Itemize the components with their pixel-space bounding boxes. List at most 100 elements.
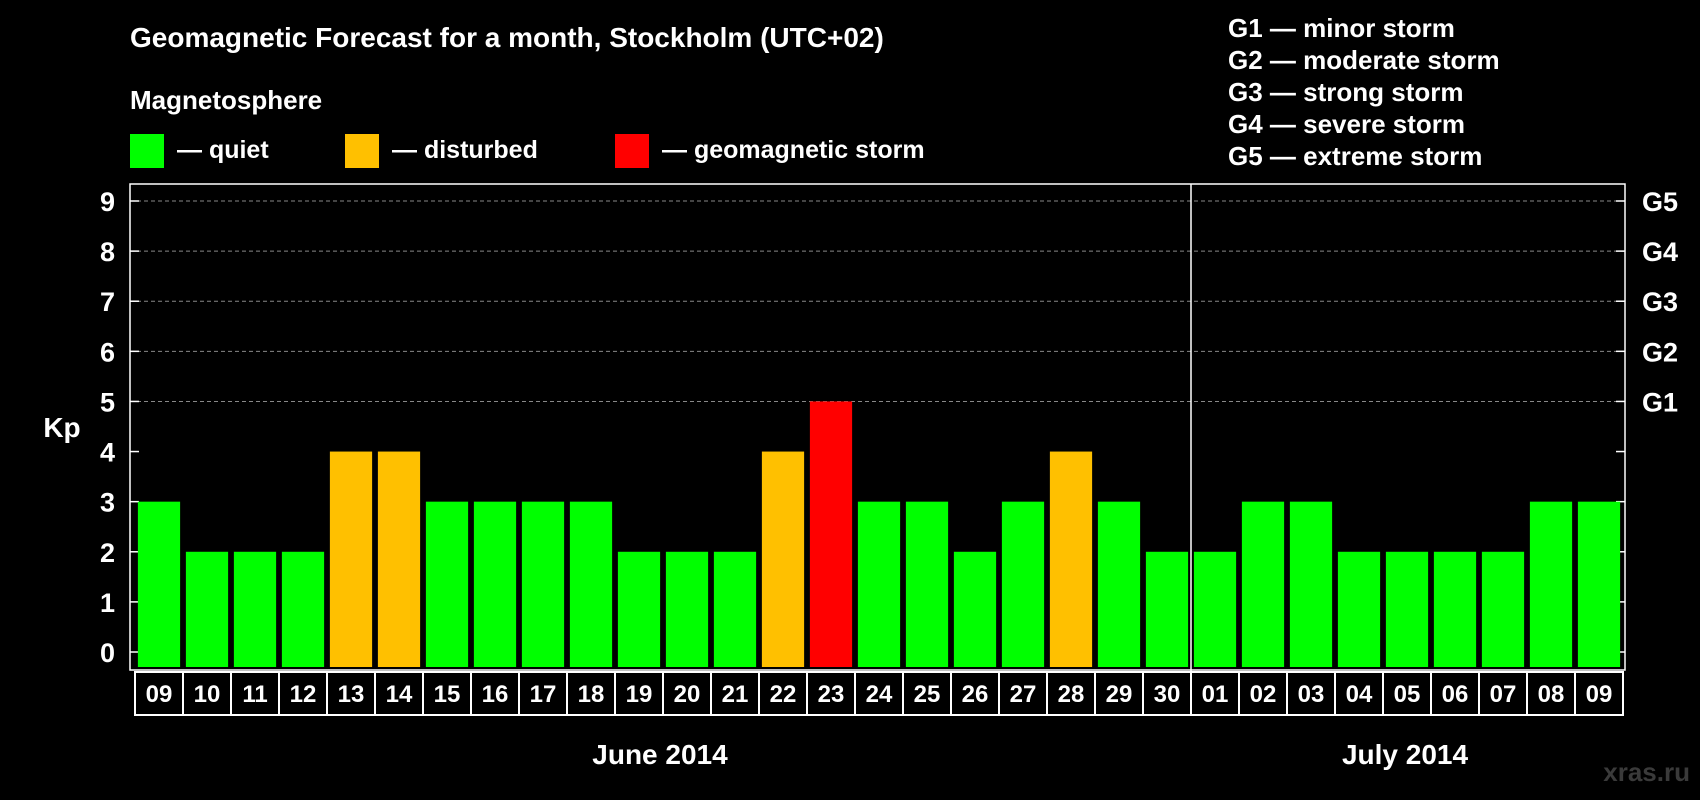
g-level-label-G2: G2 <box>1642 337 1678 367</box>
bar-28 <box>1481 551 1525 667</box>
bar-27 <box>1433 551 1477 667</box>
y-tick-label-0: 0 <box>100 638 115 668</box>
date-label-1: 10 <box>194 681 221 708</box>
bar-29 <box>1529 501 1573 667</box>
date-label-12: 21 <box>722 681 749 708</box>
bar-10 <box>617 551 661 667</box>
date-label-16: 25 <box>914 681 941 708</box>
date-label-27: 06 <box>1442 681 1469 708</box>
bar-20 <box>1097 501 1141 667</box>
g-level-label-G5: G5 <box>1642 187 1678 217</box>
y-tick-label-9: 9 <box>100 187 115 217</box>
date-label-8: 17 <box>530 681 557 708</box>
date-label-25: 04 <box>1346 681 1373 708</box>
date-label-11: 20 <box>674 681 701 708</box>
month-label-0: June 2014 <box>592 739 728 770</box>
plot-frame <box>129 183 1626 671</box>
date-box-30 <box>1574 671 1624 716</box>
date-label-7: 16 <box>482 681 509 708</box>
bar-17 <box>953 551 997 667</box>
y-tick-label-2: 2 <box>100 538 115 568</box>
chart-title: Geomagnetic Forecast for a month, Stockh… <box>130 22 884 53</box>
date-label-2: 11 <box>242 681 267 708</box>
date-label-21: 30 <box>1154 681 1181 708</box>
bar-14 <box>809 401 853 667</box>
y-axis-label: Kp <box>43 412 80 443</box>
storm-legend-item-4: G5 — extreme storm <box>1228 141 1482 171</box>
bar-9 <box>569 501 613 667</box>
bar-16 <box>905 501 949 667</box>
y-tick-label-7: 7 <box>100 287 115 317</box>
bar-3 <box>281 551 325 667</box>
bar-25 <box>1337 551 1381 667</box>
bar-6 <box>425 501 469 667</box>
date-label-5: 14 <box>386 681 413 708</box>
y-tick-label-6: 6 <box>100 337 115 367</box>
bar-18 <box>1001 501 1045 667</box>
bar-19 <box>1049 451 1093 667</box>
date-label-24: 03 <box>1298 681 1325 708</box>
y-tick-label-1: 1 <box>100 588 115 618</box>
bar-21 <box>1145 551 1189 667</box>
g-level-label-G1: G1 <box>1642 387 1678 417</box>
date-label-28: 07 <box>1490 681 1517 708</box>
month-label-1: July 2014 <box>1342 739 1469 770</box>
date-label-3: 12 <box>290 681 317 708</box>
legend-label-0: — quiet <box>177 136 269 164</box>
date-label-20: 29 <box>1106 681 1133 708</box>
bar-0 <box>137 501 181 667</box>
date-label-22: 01 <box>1202 681 1229 708</box>
bar-8 <box>521 501 565 667</box>
bar-26 <box>1385 551 1429 667</box>
bar-1 <box>185 551 229 667</box>
bar-23 <box>1241 501 1285 667</box>
date-label-6: 15 <box>434 681 461 708</box>
date-label-18: 27 <box>1010 681 1037 708</box>
bar-11 <box>665 551 709 667</box>
storm-legend-item-3: G4 — severe storm <box>1228 109 1465 139</box>
storm-legend-item-2: G3 — strong storm <box>1228 77 1463 107</box>
bar-12 <box>713 551 757 667</box>
date-label-15: 24 <box>866 681 893 708</box>
bar-15 <box>857 501 901 667</box>
legend: — quiet — disturbed — geomagnetic storm <box>130 134 925 168</box>
date-label-0: 09 <box>146 681 173 708</box>
legend-swatch-2 <box>615 134 649 168</box>
y-tick-label-3: 3 <box>100 488 115 518</box>
bar-13 <box>761 451 805 667</box>
date-label-19: 28 <box>1058 681 1085 708</box>
legend-swatch-0 <box>130 134 164 168</box>
bar-5 <box>377 451 421 667</box>
bar-4 <box>329 451 373 667</box>
date-label-4: 13 <box>338 681 365 708</box>
g-level-label-G4: G4 <box>1642 237 1678 267</box>
date-label-13: 22 <box>770 681 797 708</box>
legend-label-2: — geomagnetic storm <box>662 136 925 164</box>
date-label-29: 08 <box>1538 681 1565 708</box>
date-label-30: 09 <box>1586 681 1613 708</box>
date-label-23: 02 <box>1250 681 1277 708</box>
storm-legend-item-0: G1 — minor storm <box>1228 13 1455 43</box>
watermark: xras.ru <box>1603 757 1690 787</box>
y-tick-label-4: 4 <box>100 438 115 468</box>
bar-2 <box>233 551 277 667</box>
legend-title: Magnetosphere <box>130 85 322 115</box>
storm-legend-item-1: G2 — moderate storm <box>1228 45 1500 75</box>
g-level-label-G3: G3 <box>1642 287 1678 317</box>
y-tick-label-5: 5 <box>100 387 115 417</box>
bar-24 <box>1289 501 1333 667</box>
bar-7 <box>473 501 517 667</box>
date-label-26: 05 <box>1394 681 1421 708</box>
date-label-9: 18 <box>578 681 605 708</box>
y-tick-label-8: 8 <box>100 237 115 267</box>
bar-30 <box>1577 501 1621 667</box>
date-label-17: 26 <box>962 681 989 708</box>
legend-label-1: — disturbed <box>392 136 538 164</box>
date-label-10: 19 <box>626 681 653 708</box>
date-label-14: 23 <box>818 681 845 708</box>
bar-22 <box>1193 551 1237 667</box>
legend-swatch-1 <box>345 134 379 168</box>
